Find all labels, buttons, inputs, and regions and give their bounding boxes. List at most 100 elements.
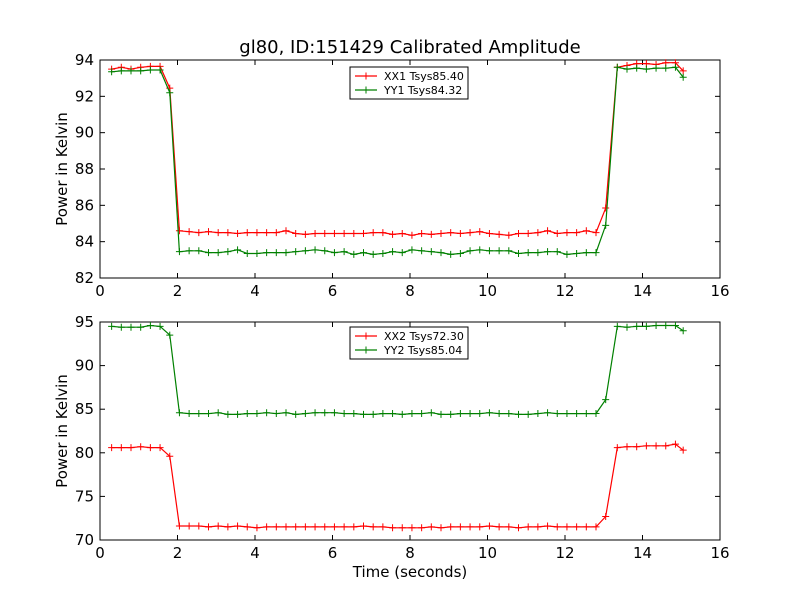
data-point bbox=[195, 522, 203, 530]
data-point bbox=[224, 523, 232, 531]
legend-box bbox=[349, 326, 469, 360]
x-tick-label: 2 bbox=[173, 282, 183, 300]
x-tick-label: 6 bbox=[328, 544, 338, 562]
legend-entry: YY2 Tsys85.04 bbox=[383, 344, 462, 357]
x-tick-label: 8 bbox=[405, 544, 415, 562]
x-tick-label: 2 bbox=[173, 544, 183, 562]
data-point bbox=[671, 440, 679, 448]
y-tick-label: 94 bbox=[75, 51, 94, 69]
data-point bbox=[166, 89, 174, 97]
data-point bbox=[515, 249, 522, 257]
data-point bbox=[253, 229, 261, 237]
data-point bbox=[108, 68, 116, 76]
data-point bbox=[534, 249, 542, 257]
data-point bbox=[234, 229, 242, 237]
data-point bbox=[602, 204, 610, 212]
data-point bbox=[340, 523, 348, 531]
data-point bbox=[195, 229, 203, 237]
data-point bbox=[418, 229, 426, 237]
data-point bbox=[398, 410, 406, 418]
x-tick-label: 12 bbox=[555, 282, 574, 300]
data-point bbox=[427, 248, 435, 256]
data-point bbox=[301, 247, 309, 255]
x-tick-label: 14 bbox=[633, 282, 652, 300]
data-point bbox=[633, 64, 641, 72]
data-point bbox=[544, 409, 552, 417]
data-point bbox=[418, 247, 426, 255]
data-point bbox=[263, 523, 271, 531]
data-point bbox=[563, 229, 571, 237]
data-point bbox=[623, 443, 631, 451]
data-point bbox=[166, 331, 174, 339]
data-point bbox=[282, 249, 290, 257]
data-point bbox=[263, 229, 271, 237]
x-tick-label: 10 bbox=[478, 282, 497, 300]
data-point bbox=[369, 250, 377, 258]
data-point bbox=[613, 444, 621, 452]
data-point bbox=[379, 249, 387, 257]
data-point bbox=[524, 249, 532, 257]
data-point bbox=[466, 410, 474, 418]
data-point bbox=[389, 410, 397, 418]
y-tick-label: 70 bbox=[75, 531, 94, 549]
data-point bbox=[447, 523, 455, 531]
data-point bbox=[563, 410, 571, 418]
data-point bbox=[321, 409, 329, 417]
data-point bbox=[127, 323, 135, 331]
data-point bbox=[195, 410, 203, 418]
x-tick-label: 16 bbox=[710, 544, 729, 562]
data-point bbox=[272, 410, 280, 418]
data-point bbox=[360, 522, 367, 530]
data-point bbox=[408, 524, 416, 532]
data-point bbox=[146, 66, 154, 74]
data-point bbox=[544, 522, 552, 530]
data-point bbox=[642, 322, 650, 330]
data-point bbox=[311, 229, 319, 237]
x-tick-label: 14 bbox=[633, 544, 652, 562]
data-point bbox=[117, 67, 125, 75]
data-point bbox=[534, 410, 542, 418]
data-point bbox=[553, 229, 561, 237]
data-point bbox=[427, 409, 435, 417]
y-tick-label: 85 bbox=[75, 400, 94, 418]
x-tick-label: 6 bbox=[328, 282, 338, 300]
y-tick-label: 90 bbox=[75, 357, 94, 375]
data-point bbox=[437, 410, 445, 418]
data-point bbox=[398, 524, 406, 532]
data-point bbox=[485, 409, 493, 417]
data-point bbox=[573, 523, 581, 531]
legend-marker bbox=[362, 86, 370, 94]
data-point bbox=[146, 321, 154, 329]
data-point bbox=[544, 227, 552, 235]
data-point bbox=[437, 229, 445, 237]
data-point bbox=[427, 523, 435, 531]
data-point bbox=[243, 229, 251, 237]
data-point bbox=[292, 523, 300, 531]
legend-entry: XX1 Tsys85.40 bbox=[384, 70, 464, 83]
y-tick-label: 86 bbox=[75, 196, 94, 214]
data-point bbox=[553, 410, 561, 418]
data-point bbox=[582, 523, 590, 531]
data-point bbox=[234, 410, 242, 418]
data-point bbox=[272, 249, 280, 257]
data-point bbox=[214, 522, 222, 530]
data-point bbox=[505, 247, 513, 255]
legend-marker bbox=[362, 346, 370, 354]
data-point bbox=[573, 249, 581, 257]
data-point bbox=[582, 410, 590, 418]
data-point bbox=[642, 442, 650, 450]
data-point bbox=[652, 442, 660, 450]
y-tick-label: 95 bbox=[75, 313, 94, 331]
data-point bbox=[234, 522, 242, 530]
data-point bbox=[515, 229, 522, 237]
data-point bbox=[592, 523, 600, 531]
data-point bbox=[408, 410, 416, 418]
data-point bbox=[108, 444, 116, 452]
data-point bbox=[272, 523, 280, 531]
data-point bbox=[389, 524, 397, 532]
data-point bbox=[662, 321, 670, 329]
data-point bbox=[117, 444, 125, 452]
data-point bbox=[573, 410, 581, 418]
data-point bbox=[127, 67, 135, 75]
